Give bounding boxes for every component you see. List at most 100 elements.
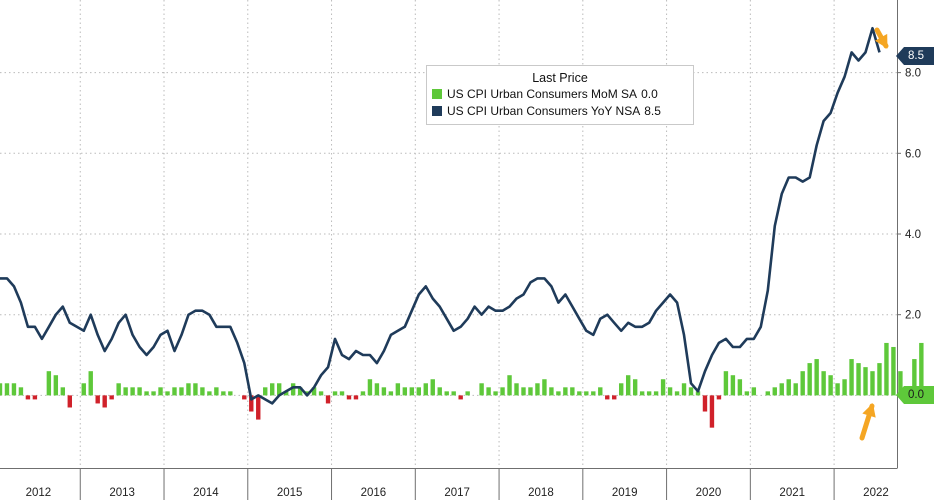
mom-bar [228,391,233,396]
mom-bar [605,395,610,400]
mom-bar [619,383,624,396]
y-tick-label: 8.0 [905,68,921,80]
mom-bar [528,387,533,396]
mom-bar [151,391,156,396]
mom-bar [807,363,812,396]
mom-bar [137,387,142,396]
legend-swatch-mom [432,88,442,99]
mom-bar [800,371,805,396]
mom-bar [165,391,170,396]
mom-bar [723,371,729,396]
mom-bar [493,391,498,396]
mom-bar [570,387,575,396]
mom-bar [67,395,72,408]
x-tick-label: 2019 [612,487,638,499]
mom-bar [639,391,645,396]
x-axis-ticks: 2012 2013 2014 2015 2016 2017 2018 2019 2020 2021… [26,468,889,500]
x-tick-label: 2013 [109,487,135,499]
mom-bar [304,391,310,396]
mom-bar [214,387,219,396]
mom-bar [18,387,24,396]
mom-bar [4,383,10,396]
mom-bar [458,395,463,400]
mom-bar [256,395,261,420]
mom-bar [186,383,191,396]
mom-bar [179,387,184,396]
mom-bar [158,387,163,396]
mom-bar [0,383,3,396]
mom-bar [130,387,135,396]
mom-bar [353,395,359,400]
x-tick-label: 2022 [863,487,889,499]
mom-bar [402,387,408,396]
mom-bar [835,383,840,396]
mom-bar [549,387,554,396]
mom-bar [102,395,107,408]
mom-bar [486,387,491,396]
mom-bar [53,375,59,396]
mom-bar [653,391,659,396]
mom-bar [535,383,540,396]
mom-bar [912,359,917,396]
mom-bar [821,371,826,396]
mom-bar [395,383,401,396]
mom-bar [507,375,512,396]
mom-bar [465,391,470,396]
mom-bar [46,371,52,396]
mom-bar [695,391,701,396]
mom-bar [514,383,519,396]
mom-bar [737,379,743,396]
mom-bar [730,375,736,396]
mom-bar [828,375,833,396]
mom-bar [612,395,617,400]
mom-bar [632,379,638,396]
legend-swatch-yoy [432,105,442,116]
mom-bar [276,383,282,396]
mom-bar [842,379,847,396]
mom-bar [283,391,289,396]
x-tick-label: 2020 [696,487,722,499]
y-tick-label: 4.0 [905,229,921,241]
mom-bar [898,371,903,396]
mom-bar [325,395,331,404]
mom-bar [332,391,338,396]
mom-bar [60,387,66,396]
mom-bar [521,387,526,396]
mom-bar [667,387,673,396]
mom-bar [884,342,889,396]
mom-bar [221,391,226,396]
mom-bar [751,387,757,396]
mom-bar [793,383,798,396]
mom-bar [32,395,38,400]
mom-bar [25,395,31,400]
mom-bar [744,391,750,396]
mom-bar [81,383,86,396]
mom-bar [479,383,484,396]
annotation-arrows [859,27,889,441]
mom-bar [870,371,875,396]
mom-bar [556,391,561,396]
arrow-up-icon [859,403,876,441]
mom-bar [423,383,428,396]
x-tick-label: 2017 [444,487,470,499]
mom-bar [263,387,268,396]
mom-bar [444,391,449,396]
mom-bar [779,383,784,396]
legend-label-mom: US CPI Urban Consumers MoM SA [447,86,638,101]
mom-bar [919,342,924,396]
mom-bar [381,387,387,396]
mom-bar [709,395,715,428]
mom-bar [144,391,149,396]
mom-bar [297,387,303,396]
mom-bar [674,391,680,396]
legend-label-yoy: US CPI Urban Consumers YoY NSA [447,103,641,118]
mom-bar [563,387,568,396]
arrow-down-icon-head [874,33,888,49]
mom-bar [584,391,589,396]
y-tick-label: 2.0 [905,310,921,322]
mom-bar [409,387,415,396]
legend-title: Last Price [532,71,588,85]
mom-bar [542,379,547,396]
mom-bar [891,346,896,396]
mom-bar [437,387,442,396]
